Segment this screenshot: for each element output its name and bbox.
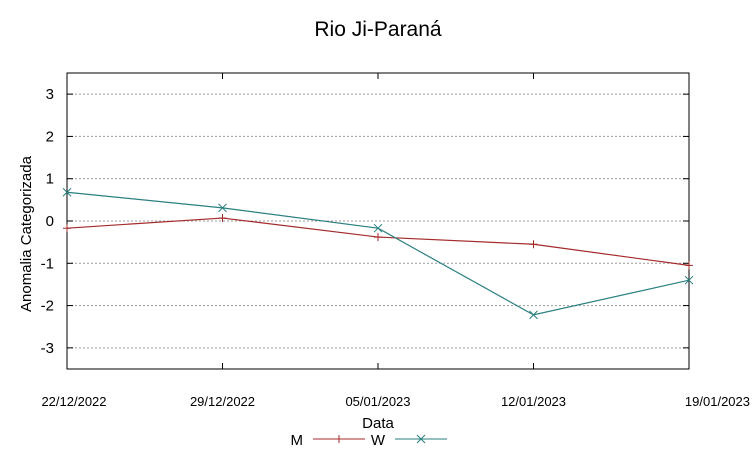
gridlines: [67, 93, 689, 349]
data-point-m: [218, 214, 227, 223]
y-tick-label: -1: [41, 255, 54, 272]
data-point-w: [373, 223, 383, 233]
x-tick-label: 29/12/2022: [190, 394, 255, 409]
x-axis-label: Data: [362, 415, 394, 432]
series-line-w: [66, 191, 690, 316]
y-tick-label: -3: [41, 340, 54, 357]
legend-label-w: W: [371, 432, 386, 449]
data-point-m: [529, 240, 538, 249]
y-tick-label: 0: [46, 213, 54, 230]
x-tick-label: 05/01/2023: [345, 394, 410, 409]
legend-marker-m: [335, 435, 343, 443]
legend-marker-w: [416, 434, 426, 444]
series-line-m: [66, 217, 690, 266]
y-axis-label: Anomalia Categorizada: [18, 155, 35, 312]
legend: M W: [291, 432, 447, 449]
data-point-m: [374, 233, 382, 242]
y-axis-ticks: 3 2 1 0 -1 -2 -3: [41, 86, 689, 357]
y-tick-label: 2: [46, 128, 54, 145]
data-point-m: [63, 224, 71, 233]
data-point-w: [62, 187, 72, 197]
y-tick-label: -2: [41, 298, 54, 315]
y-tick-label: 3: [46, 86, 54, 103]
x-tick-label: 22/12/2022: [41, 394, 106, 409]
x-tick-label: 12/01/2023: [501, 394, 566, 409]
data-point-w: [529, 310, 538, 320]
chart-title: Rio Ji-Paraná: [314, 18, 442, 41]
data-point-w: [218, 203, 227, 213]
data-point-m: [685, 261, 693, 270]
y-tick-label: 1: [46, 171, 54, 188]
legend-label-m: M: [291, 432, 304, 449]
series-layer: [62, 187, 694, 320]
data-point-w: [684, 275, 694, 285]
x-axis-ticks: 22/12/2022 29/12/2022 05/01/2023 12/01/2023…: [41, 73, 750, 409]
x-tick-label: 19/01/2023: [685, 394, 750, 409]
